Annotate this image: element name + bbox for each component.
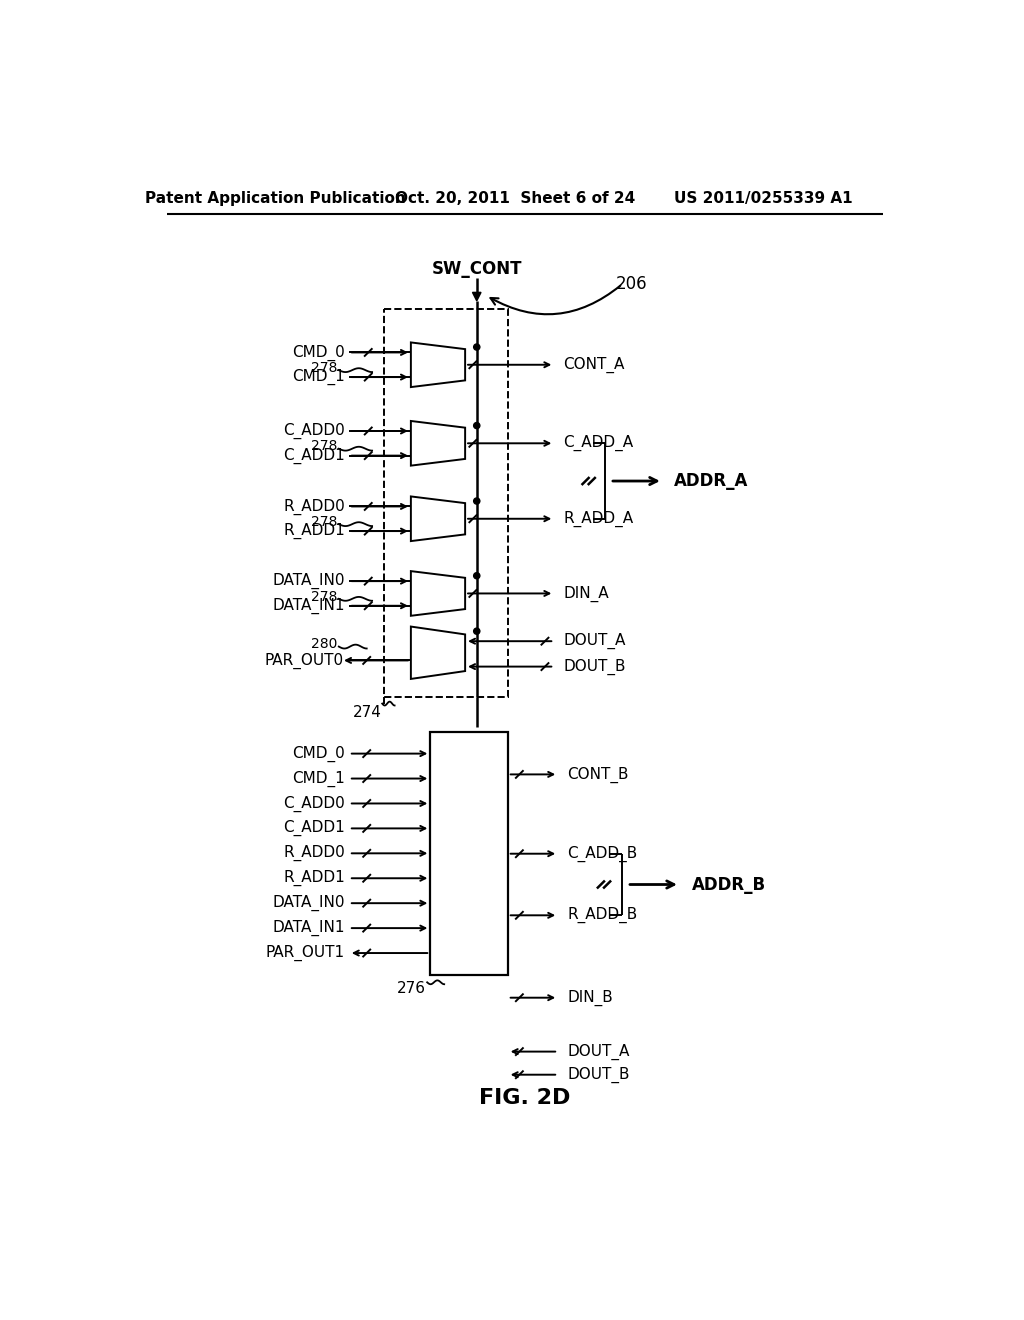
Text: 274: 274	[353, 705, 382, 721]
Text: 278: 278	[311, 590, 337, 603]
Text: C_ADD1: C_ADD1	[284, 447, 345, 463]
Text: DATA_IN1: DATA_IN1	[272, 598, 345, 614]
Bar	[384, 309, 508, 697]
Circle shape	[474, 628, 480, 635]
Text: 278: 278	[311, 515, 337, 529]
Text: Patent Application Publication: Patent Application Publication	[144, 191, 406, 206]
Text: 206: 206	[616, 275, 647, 293]
Text: C_ADD0: C_ADD0	[284, 422, 345, 440]
Text: 280: 280	[311, 636, 337, 651]
Text: DOUT_A: DOUT_A	[567, 1044, 630, 1060]
Text: DATA_IN1: DATA_IN1	[272, 920, 345, 936]
Text: CMD_1: CMD_1	[292, 771, 345, 787]
Text: PAR_OUT1: PAR_OUT1	[266, 945, 345, 961]
Text: DATA_IN0: DATA_IN0	[272, 895, 345, 911]
Text: CMD_0: CMD_0	[292, 746, 345, 762]
Text: C_ADD_B: C_ADD_B	[567, 846, 638, 862]
Text: CMD_1: CMD_1	[292, 370, 345, 385]
Circle shape	[474, 573, 480, 578]
Text: PAR_OUT0: PAR_OUT0	[264, 652, 343, 668]
Text: 276: 276	[397, 981, 426, 997]
Text: ADDR_B: ADDR_B	[691, 875, 766, 894]
Text: 278: 278	[311, 360, 337, 375]
Text: C_ADD_A: C_ADD_A	[563, 436, 634, 451]
Text: R_ADD0: R_ADD0	[284, 845, 345, 862]
Text: DOUT_B: DOUT_B	[567, 1067, 630, 1082]
Text: R_ADD1: R_ADD1	[284, 870, 345, 886]
Polygon shape	[472, 293, 481, 301]
Bar	[430, 733, 508, 974]
Text: DOUT_B: DOUT_B	[563, 659, 626, 675]
Text: 278: 278	[311, 440, 337, 453]
Circle shape	[474, 345, 480, 350]
Text: DOUT_A: DOUT_A	[563, 634, 626, 649]
Text: CMD_0: CMD_0	[292, 345, 345, 360]
Text: C_ADD0: C_ADD0	[284, 796, 345, 812]
Text: Oct. 20, 2011  Sheet 6 of 24: Oct. 20, 2011 Sheet 6 of 24	[395, 191, 636, 206]
Text: CONT_B: CONT_B	[567, 767, 629, 783]
Text: CONT_A: CONT_A	[563, 356, 625, 372]
Text: SW_CONT: SW_CONT	[431, 260, 522, 277]
Text: R_ADD0: R_ADD0	[284, 499, 345, 515]
Text: C_ADD1: C_ADD1	[284, 820, 345, 837]
Text: DIN_B: DIN_B	[567, 990, 613, 1006]
Circle shape	[474, 498, 480, 504]
Text: FIG. 2D: FIG. 2D	[479, 1088, 570, 1107]
Text: R_ADD1: R_ADD1	[284, 523, 345, 539]
Text: R_ADD_A: R_ADD_A	[563, 511, 634, 527]
Text: ADDR_A: ADDR_A	[675, 473, 749, 490]
Text: R_ADD_B: R_ADD_B	[567, 907, 638, 924]
Text: DATA_IN0: DATA_IN0	[272, 573, 345, 589]
Text: US 2011/0255339 A1: US 2011/0255339 A1	[674, 191, 853, 206]
Circle shape	[474, 422, 480, 429]
Text: DIN_A: DIN_A	[563, 585, 609, 602]
